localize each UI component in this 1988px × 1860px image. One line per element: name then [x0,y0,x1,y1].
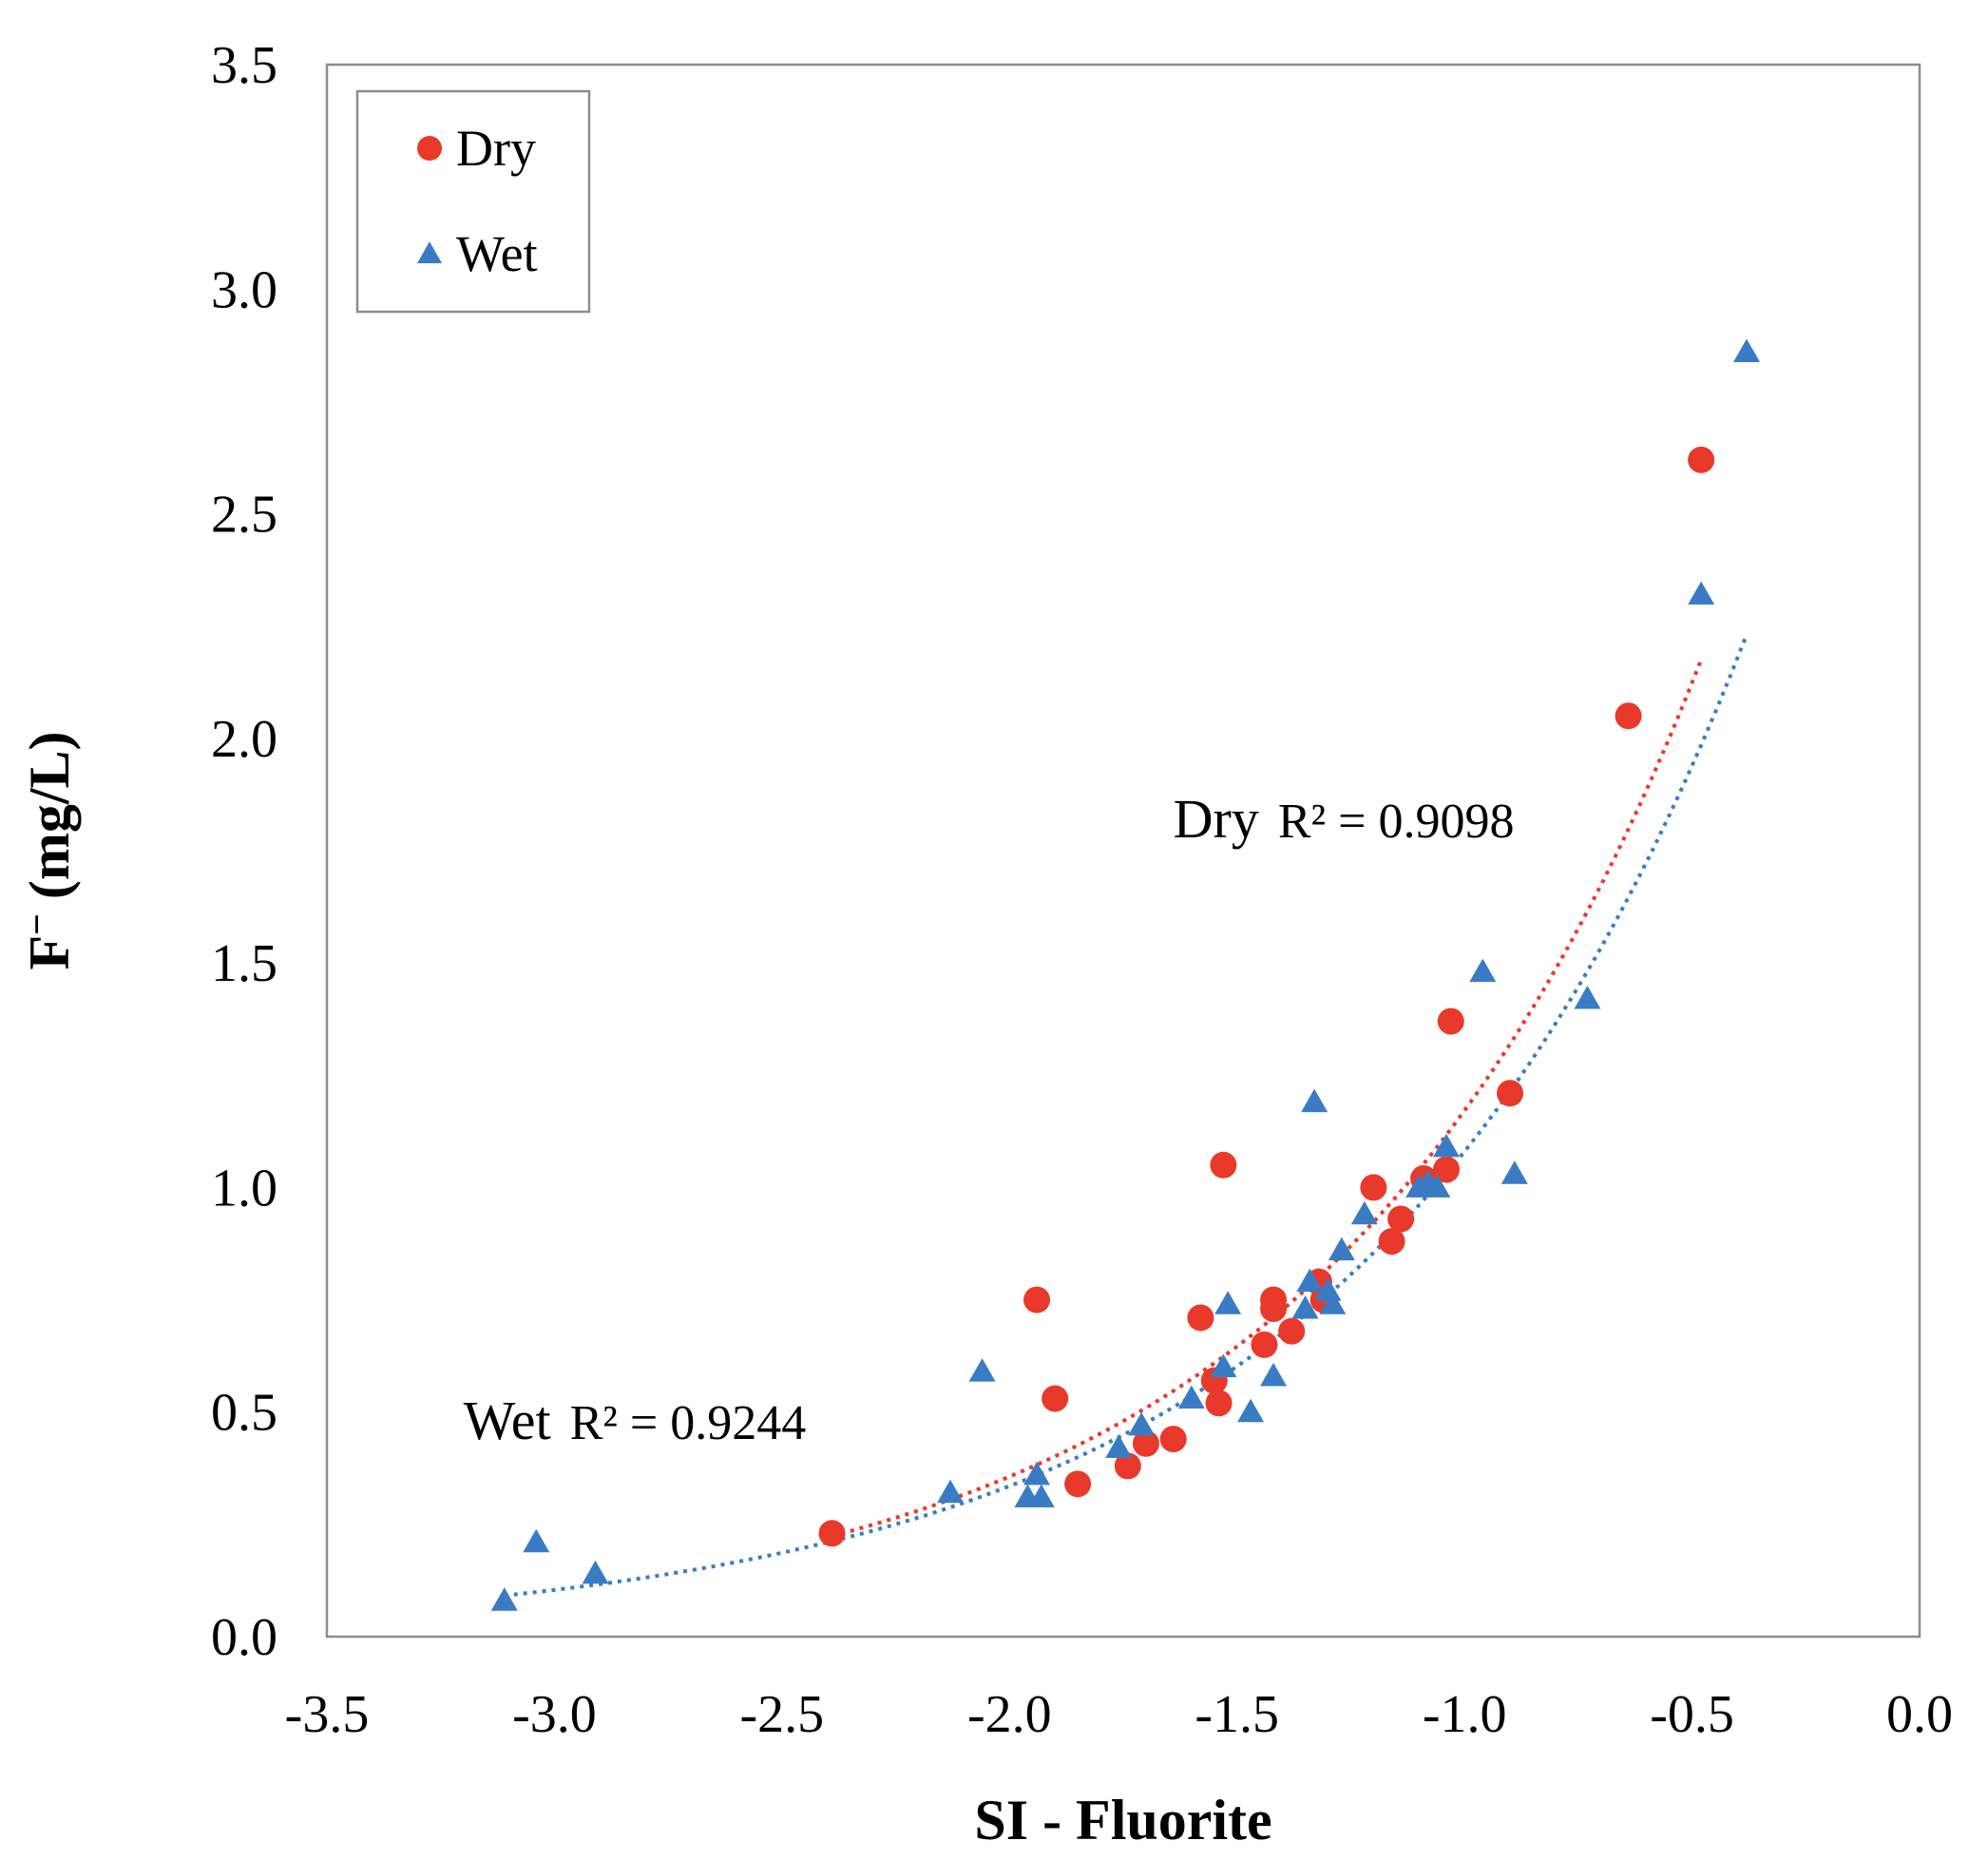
dry-point [1688,446,1715,473]
x-tick-label: -1.5 [1195,1685,1279,1744]
wet-point [1210,1353,1237,1377]
y-tick-label: 2.0 [211,710,277,769]
annotation-wet-r2: R² = 0.9244 [570,1396,807,1450]
dry-point [1278,1317,1306,1345]
legend-box [355,89,591,314]
wet-point [1501,1160,1528,1184]
wet-point [1023,1461,1051,1486]
dry-point [1064,1470,1092,1498]
y-axis-title-superscript: − [15,913,58,935]
x-tick-label: -2.0 [967,1685,1052,1744]
legend: Dry Wet [355,89,591,314]
y-tick-label: 3.5 [211,36,277,95]
wet-point [1424,1174,1451,1198]
data-points [490,338,1761,1611]
wet-point [1128,1411,1156,1436]
dry-point [1187,1304,1214,1332]
dry-point [1042,1385,1069,1412]
x-tick-label: 0.0 [1886,1685,1953,1744]
wet-point [1237,1398,1265,1423]
wet-point [937,1479,965,1504]
dry-point [1615,702,1642,730]
dry-point [1497,1080,1524,1107]
wet-point [1733,338,1761,362]
y-tick-label: 0.0 [211,1608,277,1667]
plot-area [325,63,1921,1639]
annotation-dry: Dry R² = 0.9098 [1174,788,1515,850]
annotation-dry-series: Dry [1174,788,1259,850]
x-tick-label: -2.5 [740,1685,825,1744]
y-tick-label: 2.5 [211,486,277,545]
wet-point [1319,1291,1347,1314]
wet-point [1260,1362,1288,1387]
dry-point [1437,1007,1464,1035]
dry-point [1132,1429,1159,1457]
wet-point [1574,985,1601,1009]
wet-point [1027,1484,1055,1508]
wet-point [1469,958,1497,983]
trendline-wet [504,633,1749,1598]
wet-point [1291,1295,1319,1319]
dry-point [1432,1156,1460,1183]
dry-point [1205,1390,1233,1417]
y-tick-label: 1.0 [211,1159,277,1218]
legend-marker-dry [417,136,442,161]
y-axis-title-main: F [18,935,81,970]
dry-point [1387,1205,1415,1233]
x-tick-label: -3.0 [512,1685,597,1744]
y-tick-label: 3.0 [211,260,277,319]
x-tick-label: -0.5 [1650,1685,1734,1744]
x-axis-title: SI - Fluorite [974,1789,1271,1851]
wet-point [1432,1133,1460,1158]
wet-point [490,1587,518,1611]
annotation-dry-r2: R² = 0.9098 [1278,795,1515,849]
y-axis-ticks: 0.0 0.5 1.0 1.5 2.0 2.5 3.0 3.5 [211,36,277,1667]
dry-point [1159,1426,1187,1453]
x-tick-label: -3.5 [285,1685,370,1744]
wet-point [1296,1268,1324,1293]
svg-text:F− (mg/L): F− (mg/L) [15,731,81,969]
legend-label-dry: Dry [456,120,536,177]
y-tick-label: 0.5 [211,1384,277,1443]
y-tick-label: 1.5 [211,934,277,993]
wet-point [1214,1291,1242,1314]
wet-point [1688,581,1715,605]
dry-point [1023,1286,1051,1314]
trendline-dry [831,659,1703,1539]
wet-point [582,1560,609,1584]
trendlines [504,633,1749,1598]
dry-point [1210,1151,1237,1179]
wet-point [968,1358,996,1382]
wet-point [1328,1237,1355,1261]
dry-point [1251,1331,1278,1358]
wet-point [1301,1088,1329,1113]
y-axis-title-unit: (mg/L) [18,731,81,913]
x-tick-label: -1.0 [1423,1685,1507,1744]
legend-label-wet: Wet [456,225,538,282]
wet-point [523,1528,550,1553]
dry-point [1260,1286,1288,1314]
annotation-wet-series: Wet [464,1390,551,1451]
legend-marker-wet [417,241,442,263]
y-axis-title: F− (mg/L) [15,731,81,969]
wet-point [1350,1200,1378,1225]
dry-point [1114,1452,1141,1480]
annotation-wet: Wet R² = 0.9244 [464,1390,807,1451]
wet-point [1105,1434,1133,1459]
dry-point [1378,1228,1405,1256]
dry-point [1360,1174,1387,1201]
x-axis-ticks: -3.5 -3.0 -2.5 -2.0 -1.5 -1.0 -0.5 0.0 [285,1685,1953,1744]
dry-point [818,1520,846,1547]
wet-point [1177,1385,1205,1409]
